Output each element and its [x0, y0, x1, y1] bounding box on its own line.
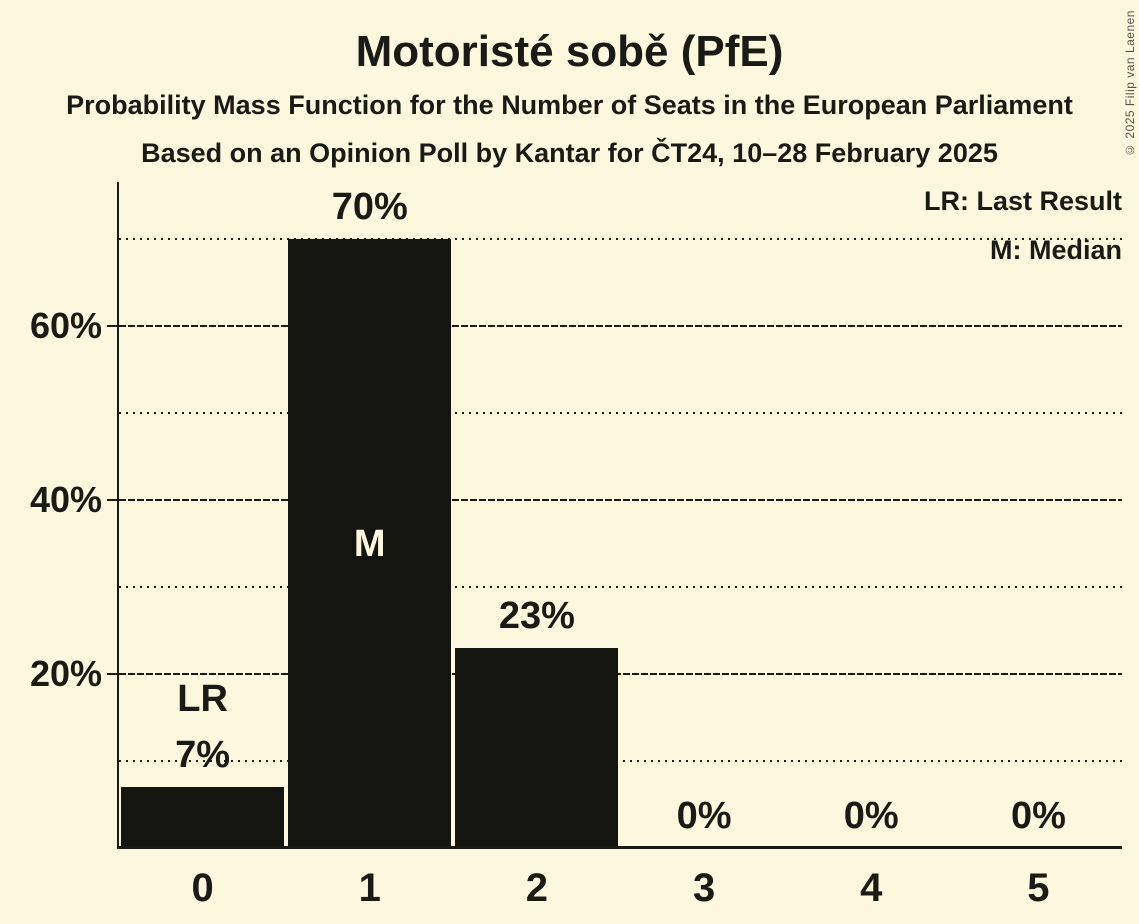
y-gridline-dotted-70pct [119, 238, 1122, 240]
chart-subtitle: Probability Mass Function for the Number… [66, 90, 1073, 120]
bar-value-label: 0% [1010, 795, 1066, 837]
x-tick-label: 5 [1027, 866, 1050, 910]
median-annotation: M [353, 522, 386, 565]
chart-subtitle-2: Based on an Opinion Poll by Kantar for Č… [141, 138, 998, 168]
y-gridline-40pct [119, 499, 1122, 501]
x-tick-label: 3 [692, 866, 716, 910]
last-result-annotation: LR [177, 678, 228, 721]
y-tick-label: 20% [29, 653, 102, 694]
x-tick-label: 0 [191, 866, 214, 910]
y-tick-label: 60% [29, 305, 102, 346]
x-tick-label: 2 [525, 866, 549, 910]
bar-seats-2 [455, 647, 619, 848]
chart-title: Motoristé sobě (PfE) [355, 27, 784, 76]
bar-value-label: 23% [498, 594, 575, 637]
bar-value-label: 7% [175, 734, 231, 777]
y-axis-line [117, 182, 119, 848]
bar-value-label: 70% [331, 186, 408, 228]
y-axis-tick-20pct [107, 673, 119, 675]
y-axis-tick-60pct [107, 325, 119, 327]
legend-median: M: Median [990, 235, 1122, 265]
y-gridline-dotted-10pct [119, 760, 1122, 762]
y-gridline-dotted-50pct [119, 412, 1122, 414]
y-gridline-60pct [119, 325, 1122, 327]
y-axis-tick-40pct [107, 499, 119, 501]
y-gridline-dotted-30pct [119, 586, 1122, 588]
x-tick-label: 4 [860, 866, 883, 910]
x-axis-line [117, 846, 1122, 849]
legend-last-result: LR: Last Result [923, 186, 1122, 216]
bar-seats-0 [121, 787, 284, 848]
copyright-text: © 2025 Filip van Laenen [1123, 10, 1137, 157]
bar-value-label: 0% [843, 795, 899, 837]
y-gridline-20pct [119, 673, 1122, 675]
x-tick-label: 1 [358, 866, 381, 910]
y-tick-label: 40% [29, 479, 102, 520]
bar-seats-1 [288, 239, 452, 848]
bar-value-label: 0% [676, 795, 732, 837]
